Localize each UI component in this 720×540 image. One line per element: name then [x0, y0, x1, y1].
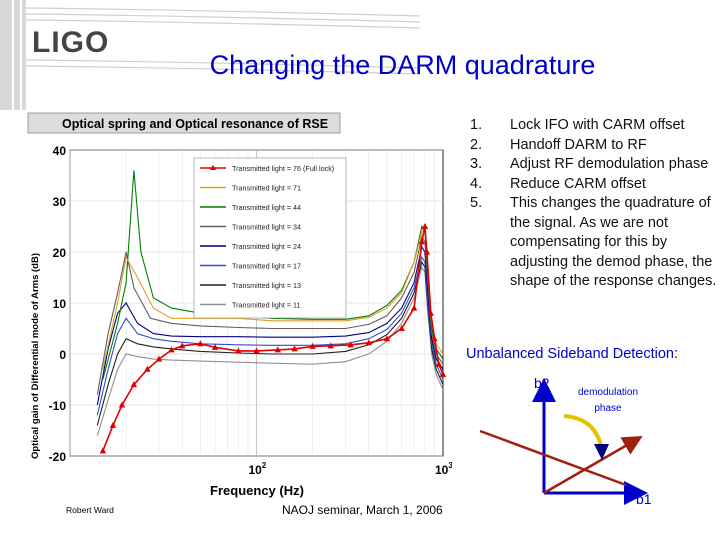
ligo-logo: LIGO: [32, 26, 110, 59]
series-marker: [109, 421, 117, 428]
step-text: This changes the quadrature of the signa…: [510, 195, 717, 289]
series-marker: [235, 347, 242, 354]
series-line: [102, 226, 444, 452]
series-line: [96, 235, 444, 395]
legend-entry: Transmitted light = 71: [232, 184, 301, 193]
series-marker: [118, 401, 126, 408]
step-number: 4.: [470, 175, 483, 192]
series-marker: [168, 346, 175, 353]
footer-author: Robert Ward: [66, 505, 114, 515]
series-marker: [435, 360, 443, 367]
series-marker: [347, 341, 354, 348]
step-number: 5.: [470, 195, 483, 211]
y-tick-label: 40: [53, 144, 67, 158]
chart-title-box: [27, 112, 341, 134]
step-text: Lock IFO with CARM offset: [510, 117, 685, 133]
signal-vector-back: [479, 429, 627, 487]
y-tick-label: 0: [59, 348, 66, 362]
demod-phase-arrowhead: [594, 444, 609, 460]
series-marker: [439, 370, 447, 377]
series-marker: [309, 342, 316, 349]
y-axis-label: Optical gain of Differential mode of Arm…: [30, 253, 41, 459]
chart-title: Optical spring and Optical resonance of …: [62, 117, 328, 131]
series-marker: [99, 447, 107, 454]
footer-seminar: NAOJ seminar, March 1, 2006: [282, 503, 443, 517]
series-marker: [179, 342, 186, 349]
x-tick-label: 103: [435, 461, 452, 477]
step-number: 3.: [470, 156, 483, 172]
y-tick-label: 30: [53, 195, 67, 209]
unbalanced-sideband-title: Unbalanced Sideband Detection:: [466, 346, 679, 362]
legend-entry: Transmitted light = 11: [232, 301, 301, 310]
series-marker: [253, 347, 260, 354]
step-number: 2.: [470, 136, 483, 153]
series-marker: [155, 355, 163, 362]
series-marker: [365, 339, 372, 346]
b2-label: b2: [534, 375, 550, 391]
demod-label-line1: demodulation: [578, 387, 638, 398]
series-marker: [327, 342, 334, 349]
step-item: 1. Lock IFO with CARM offset: [470, 116, 718, 136]
series-marker: [211, 343, 219, 350]
step-text: Adjust RF demodulation phase: [510, 156, 709, 172]
legend-entry: Transmitted light = 17: [232, 262, 301, 271]
series-marker: [144, 365, 151, 372]
step-text: Handoff DARM to RF: [510, 136, 647, 153]
series-marker: [423, 248, 431, 255]
x-axis-label: Frequency (Hz): [210, 483, 304, 498]
step-text: Reduce CARM offset: [510, 175, 646, 192]
series-marker: [427, 309, 434, 316]
y-tick-label: -10: [49, 399, 67, 413]
legend-entry: Transmitted light = 24: [232, 242, 301, 251]
legend-entry: Transmitted light = 76 (Full lock): [232, 164, 334, 173]
series-line: [96, 255, 444, 416]
series-marker: [291, 345, 298, 352]
slide-title: Changing the DARM quadrature: [209, 50, 596, 80]
series-marker: [197, 340, 204, 347]
b1-label: b1: [636, 491, 652, 507]
optical-gain-chart: Optical spring and Optical resonance of …: [27, 112, 452, 498]
series-marker: [130, 381, 138, 388]
legend-entry: Transmitted light = 13: [232, 281, 301, 290]
x-tick-label: 102: [249, 461, 267, 477]
y-tick-label: 10: [53, 297, 67, 311]
y-tick-label: 20: [53, 246, 67, 260]
step-number: 1.: [470, 117, 483, 133]
header-stripes-decoration: [0, 0, 421, 110]
series-marker: [418, 238, 426, 245]
series-marker: [410, 304, 418, 311]
signal-vector: [543, 435, 643, 495]
step-item: 5. This changes the quadrature of the sig…: [470, 194, 718, 292]
steps-list: 1. Lock IFO with CARM offset 2. Handoff DA…: [470, 116, 718, 292]
y-tick-label: -20: [49, 450, 67, 464]
quadrature-vector-diagram: b2 b1 demodulation phase: [479, 375, 652, 507]
step-item: 3. Adjust RF demodulation phase: [470, 155, 718, 175]
series-marker: [383, 335, 391, 342]
series-marker: [421, 223, 429, 229]
series-marker: [398, 325, 405, 331]
series-line: [96, 245, 444, 406]
step-item: 2. Handoff DARM to RF: [470, 136, 718, 156]
legend-box: [193, 157, 347, 319]
demod-label-line2: phase: [594, 403, 622, 414]
legend-entry: Transmitted light = 44: [232, 203, 301, 212]
series-marker: [274, 346, 281, 353]
legend-entry: Transmitted light = 34: [232, 223, 301, 232]
legend-marker: [210, 165, 216, 170]
series-marker: [431, 335, 438, 342]
step-item: 4. Reduce CARM offset: [470, 175, 718, 195]
